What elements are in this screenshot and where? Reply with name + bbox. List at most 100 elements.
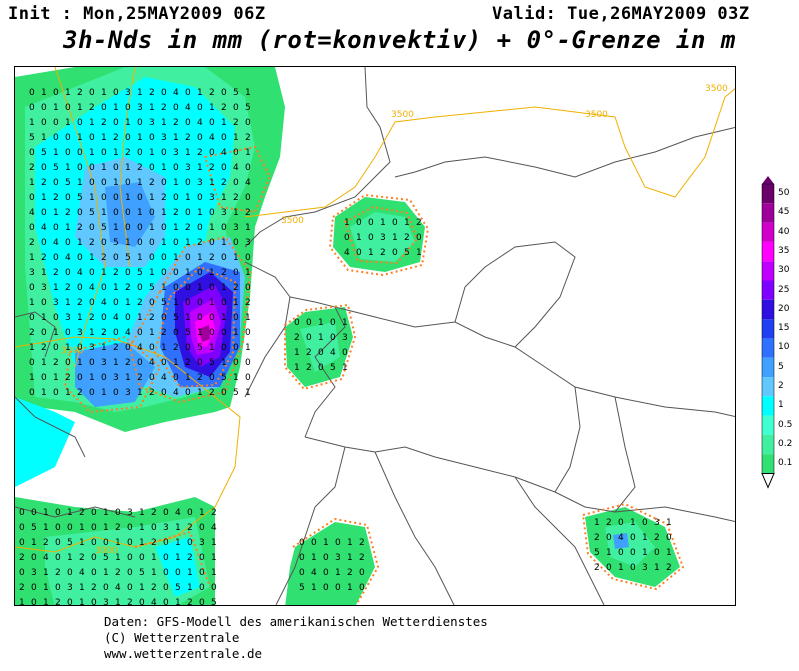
precip-value: 1 xyxy=(103,508,109,518)
precip-value: 0 xyxy=(606,533,612,543)
precip-value: 1 xyxy=(311,553,317,563)
precip-value: 0 xyxy=(392,218,398,228)
precip-value: 4 xyxy=(89,283,95,293)
precip-value: 1 xyxy=(221,238,227,248)
precip-value: 1 xyxy=(113,103,119,113)
legend-arrow-bottom xyxy=(761,473,775,489)
precip-value: 0 xyxy=(29,103,35,113)
precip-value: 0 xyxy=(149,208,155,218)
legend-label: 1 xyxy=(778,400,784,411)
precip-value: 1 xyxy=(594,518,600,528)
precip-value: 1 xyxy=(53,103,59,113)
precip-value: 1 xyxy=(630,518,636,528)
precip-value: 0 xyxy=(221,253,227,263)
precip-value: 0 xyxy=(139,553,145,563)
precip-value: 0 xyxy=(161,148,167,158)
precip-value: 0 xyxy=(318,363,324,373)
precip-value: 1 xyxy=(137,388,143,398)
precip-value: 0 xyxy=(209,283,215,293)
precip-field-center xyxy=(285,307,353,387)
precip-value: 1 xyxy=(245,343,251,353)
precip-value: 0 xyxy=(89,358,95,368)
precip-value: 0 xyxy=(221,133,227,143)
init-time-label: Init : Mon,25MAY2009 06Z xyxy=(8,4,266,24)
precip-value: 1 xyxy=(245,268,251,278)
precip-value: 1 xyxy=(137,313,143,323)
precip-value: 3 xyxy=(245,238,251,248)
precip-value: 0 xyxy=(151,523,157,533)
precip-value: 2 xyxy=(233,118,239,128)
precip-value: 1 xyxy=(89,253,95,263)
precip-value: 0 xyxy=(19,538,25,548)
precip-value: 3 xyxy=(173,148,179,158)
precip-value: 1 xyxy=(185,268,191,278)
precip-value: 5 xyxy=(101,223,107,233)
precip-value: 1 xyxy=(173,178,179,188)
precip-value: 0 xyxy=(19,508,25,518)
precip-value: 1 xyxy=(642,533,648,543)
precip-value: 0 xyxy=(65,193,71,203)
precip-value: 4 xyxy=(53,238,59,248)
precip-value: 5 xyxy=(233,388,239,398)
precip-value: 1 xyxy=(29,178,35,188)
precip-value: 0 xyxy=(173,193,179,203)
precip-value: 0 xyxy=(41,103,47,113)
precip-value: 3 xyxy=(380,233,386,243)
precip-value: 0 xyxy=(53,388,59,398)
precip-value: 4 xyxy=(101,298,107,308)
precip-value: 0 xyxy=(113,163,119,173)
precip-value: 0 xyxy=(233,238,239,248)
precip-value: 1 xyxy=(65,118,71,128)
precip-value: 1 xyxy=(221,193,227,203)
precip-value: 2 xyxy=(161,193,167,203)
precip-value: 1 xyxy=(115,553,121,563)
precip-value: 1 xyxy=(606,548,612,558)
legend-label: 40 xyxy=(778,226,790,237)
precip-value: 5 xyxy=(175,583,181,593)
precip-value: 0 xyxy=(197,298,203,308)
precip-value: 1 xyxy=(416,248,422,258)
precip-value: 0 xyxy=(173,103,179,113)
precip-value: 0 xyxy=(221,343,227,353)
precip-value: 0 xyxy=(55,523,61,533)
precip-value: 0 xyxy=(65,148,71,158)
precip-value: 0 xyxy=(53,178,59,188)
precip-value: 2 xyxy=(115,523,121,533)
legend-swatch xyxy=(762,319,774,339)
precip-value: 1 xyxy=(89,373,95,383)
precip-value: 2 xyxy=(187,523,193,533)
precip-value: 0 xyxy=(209,328,215,338)
contour-label: 3500 xyxy=(585,110,608,120)
precip-value: 1 xyxy=(197,388,203,398)
precip-value: 1 xyxy=(67,508,73,518)
precip-value: 1 xyxy=(335,568,341,578)
precip-value: 2 xyxy=(606,518,612,528)
precip-value: 2 xyxy=(594,563,600,573)
precip-value: 1 xyxy=(392,233,398,243)
precip-value: 0 xyxy=(161,358,167,368)
precip-value: 1 xyxy=(103,523,109,533)
legend-label: 25 xyxy=(778,284,790,295)
precip-value: 1 xyxy=(344,218,350,228)
precip-value: 0 xyxy=(77,283,83,293)
precip-value: 0 xyxy=(199,568,205,578)
precip-value: 0 xyxy=(31,598,37,606)
precip-value: 3 xyxy=(163,523,169,533)
precip-value: 0 xyxy=(185,208,191,218)
precip-value: 2 xyxy=(185,133,191,143)
precip-value: 1 xyxy=(185,148,191,158)
precip-value: 0 xyxy=(342,348,348,358)
precip-value: 1 xyxy=(139,538,145,548)
precip-value: 0 xyxy=(311,538,317,548)
legend-swatch xyxy=(762,222,774,242)
precip-value: 5 xyxy=(77,193,83,203)
precip-value: 2 xyxy=(666,563,672,573)
precip-value: 2 xyxy=(197,373,203,383)
precip-value: 0 xyxy=(185,88,191,98)
precip-value: 5 xyxy=(185,328,191,338)
precip-value: 0 xyxy=(173,163,179,173)
precip-value: 0 xyxy=(221,88,227,98)
precip-value: 2 xyxy=(359,553,365,563)
precip-value: 1 xyxy=(161,343,167,353)
website-credit[interactable]: www.wetterzentrale.de xyxy=(104,646,263,661)
